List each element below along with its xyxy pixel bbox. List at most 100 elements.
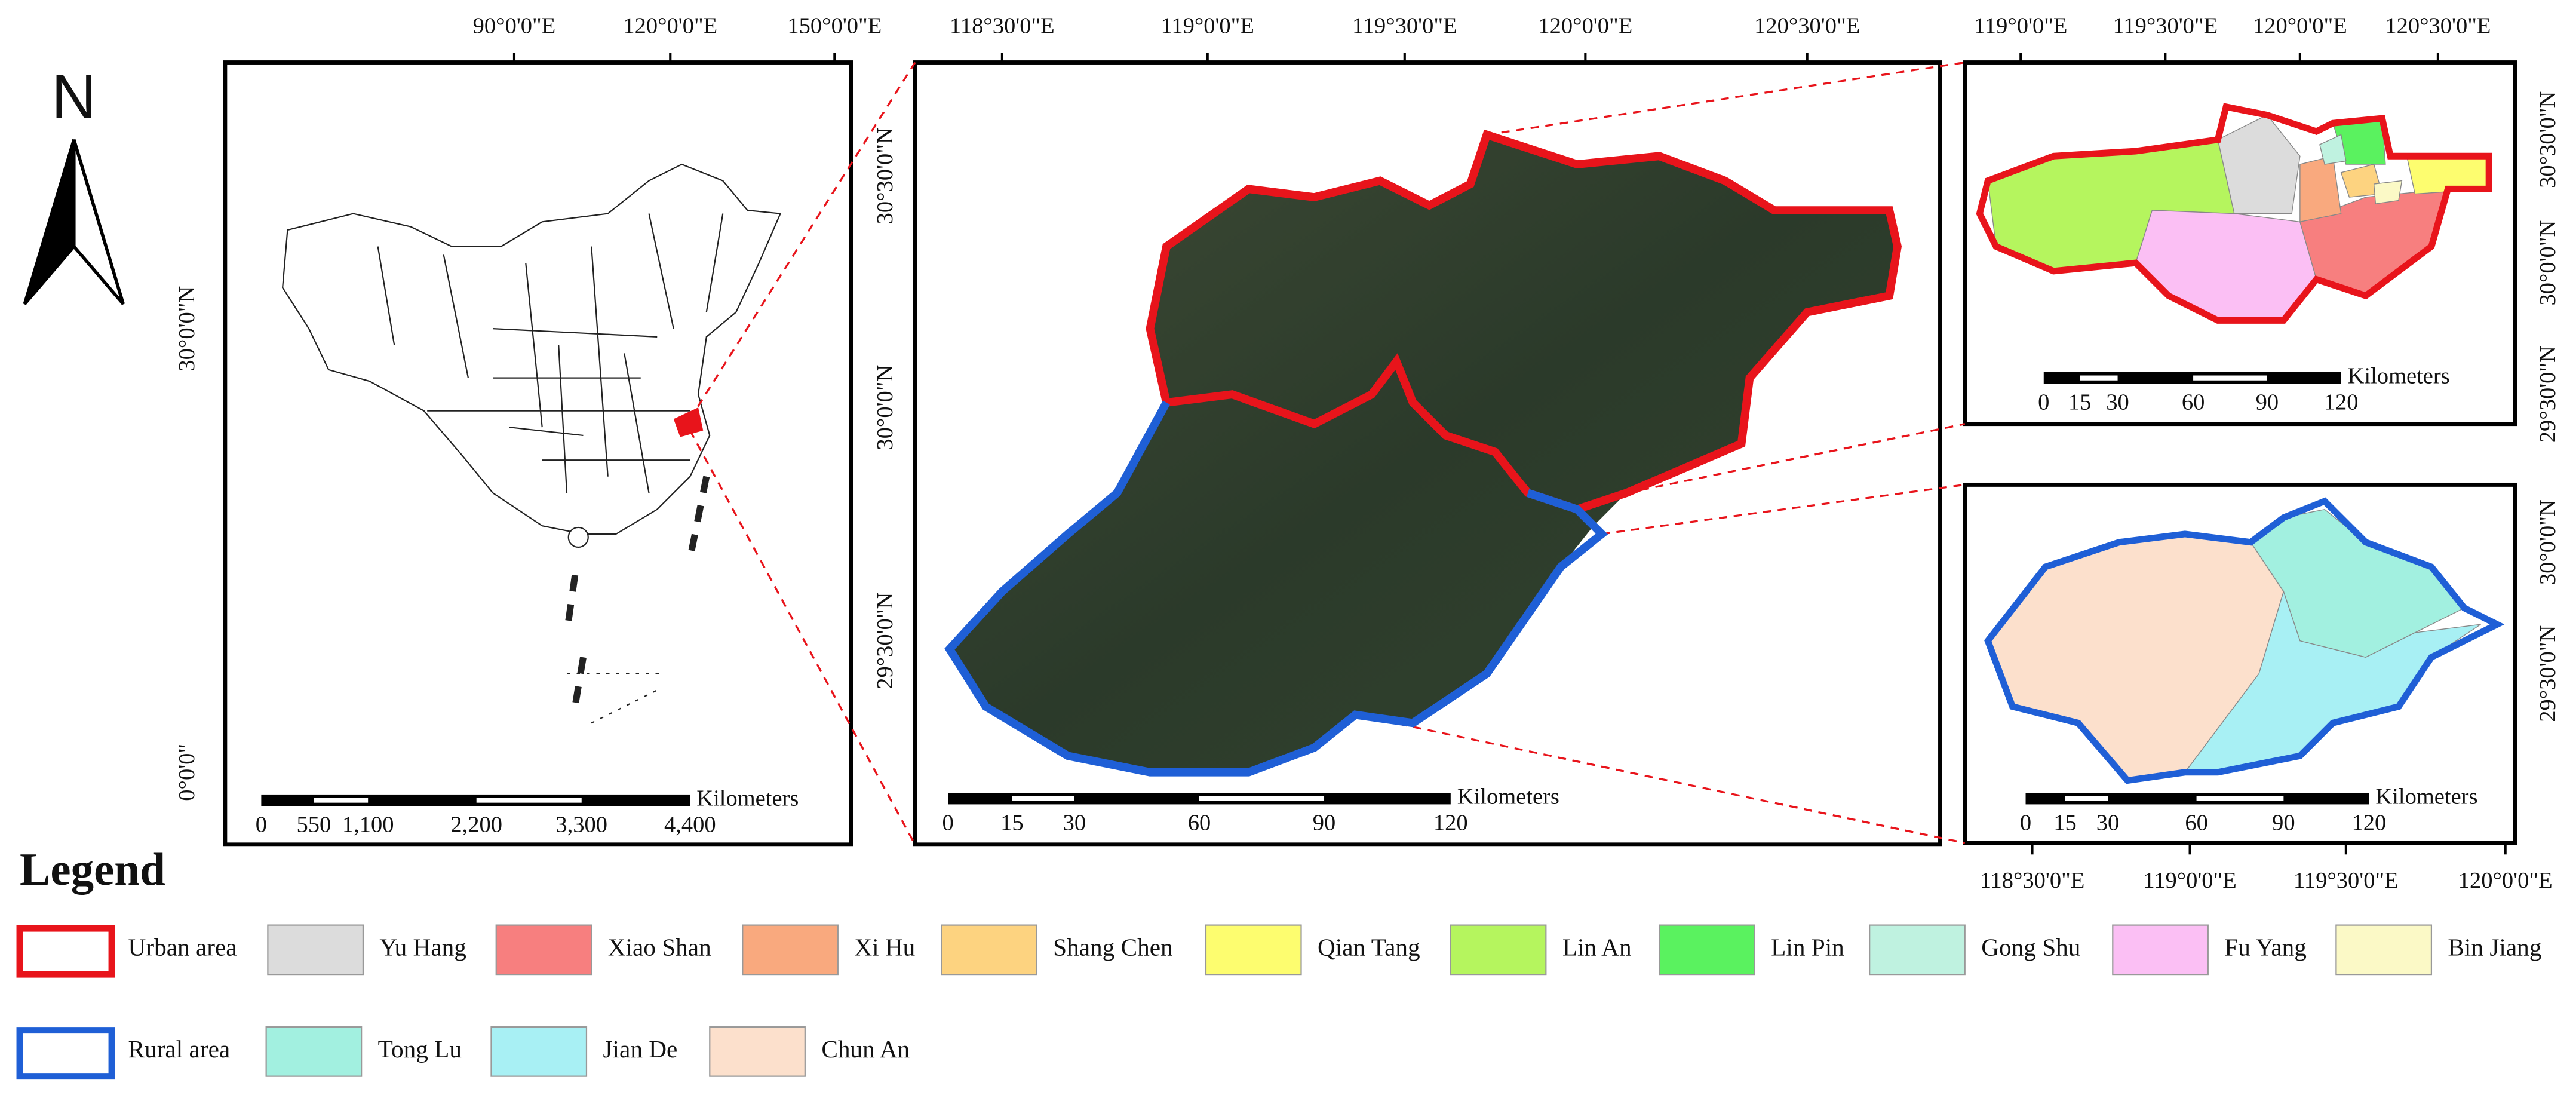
longitude-label: 150°0'0"E [787, 14, 882, 39]
longitude-label: 120°30'0"E [1754, 14, 1860, 39]
legend-swatch [16, 1027, 115, 1080]
longitude-label: 119°0'0"E [1161, 14, 1254, 39]
longitude-label: 119°30'0"E [2113, 14, 2218, 39]
scale-label: 0 [256, 812, 267, 837]
latitude-label: 30°30'0"N [2535, 91, 2560, 188]
study-area [673, 407, 704, 437]
legend-label: Lin An [1562, 933, 1632, 961]
scale-label: 15 [2068, 389, 2092, 415]
longitude-label: 90°0'0"E [473, 14, 556, 39]
legend-label: Shang Chen [1053, 933, 1173, 961]
panel-frame [1963, 482, 2517, 845]
legend-swatch [267, 924, 364, 976]
longitude-label: 119°0'0"E [2143, 868, 2236, 893]
leader-line [1487, 61, 1965, 136]
scale-bar-segment [314, 798, 369, 803]
satellite-image [949, 134, 1898, 772]
longitude-label: 119°0'0"E [1974, 14, 2067, 39]
scale-unit: Kilometers [2348, 363, 2450, 388]
legend-label: Tong Lu [378, 1035, 462, 1063]
scale-label: 0 [2020, 811, 2031, 836]
panel-frame [223, 60, 853, 847]
latitude-label: 29°30'0"N [2535, 346, 2560, 443]
legend-swatch [2112, 924, 2209, 976]
legend-label: Qian Tang [1318, 933, 1420, 961]
legend-label: Yu Hang [379, 933, 466, 961]
longitude-label: 118°30'0"E [950, 14, 1055, 39]
legend-label: Xi Hu [854, 933, 915, 961]
rural-outline [1984, 497, 2505, 784]
legend-swatch [742, 924, 839, 976]
legend-label: Jian De [603, 1035, 677, 1063]
legend-swatch [2335, 924, 2433, 976]
china-map [282, 163, 782, 724]
north-arrow [23, 139, 76, 305]
scale-label: 90 [2272, 811, 2295, 836]
legend-swatch [1205, 924, 1302, 976]
legend-swatch [941, 924, 1037, 976]
legend-swatch [490, 1026, 588, 1077]
latitude-label: 29°30'0"N [2535, 625, 2560, 722]
legend-label: Chun An [821, 1035, 910, 1063]
scale-label: 2,200 [450, 812, 502, 837]
scale-bar-segment [1199, 796, 1325, 801]
scale-label: 4,400 [664, 812, 716, 837]
latitude-label: 30°0'0"N [174, 286, 199, 372]
leader-line [1355, 713, 1966, 844]
scale-label: 0 [942, 811, 954, 836]
legend-label: Gong Shu [1981, 933, 2080, 961]
rural-districts [1987, 508, 2481, 781]
panel-frame [913, 60, 1942, 847]
urban-outline [1976, 103, 2492, 324]
north-label: N [51, 62, 96, 132]
scale-bar-segment [2193, 375, 2267, 381]
legend-title: Legend [20, 844, 165, 895]
scale-bar-segment [2080, 375, 2118, 381]
legend-label: Lin Pin [1771, 933, 1844, 961]
legend-swatch [265, 1026, 363, 1077]
latitude-label: 29°30'0"N [873, 593, 898, 689]
scale-label: 120 [1433, 811, 1468, 836]
longitude-label: 119°30'0"E [1352, 14, 1457, 39]
legend-swatch [495, 924, 592, 976]
scale-bar-segment [476, 798, 582, 803]
scale-bar [2043, 372, 2341, 384]
longitude-label: 120°0'0"E [623, 14, 717, 39]
scale-label: 60 [1188, 811, 1211, 836]
scale-label: 30 [2096, 811, 2120, 836]
scale-bar-segment [2065, 796, 2108, 801]
scale-label: 120 [2352, 811, 2387, 836]
rural-boundary [944, 400, 1608, 777]
legend-label: Fu Yang [2224, 933, 2307, 961]
leader-line [1601, 483, 1965, 535]
urban-districts [1987, 114, 2489, 321]
scale-label: 90 [2256, 389, 2279, 415]
legend-swatch [709, 1026, 806, 1077]
north-arrow [72, 139, 125, 305]
urban-boundary [1146, 129, 1902, 514]
leader-line [1626, 423, 1966, 494]
leader-line [689, 430, 916, 845]
legend-swatch [1659, 924, 1755, 976]
longitude-label: 118°30'0"E [1980, 868, 2085, 893]
legend-label: Rural area [128, 1035, 231, 1063]
scale-bar-segment [2196, 796, 2284, 801]
longitude-label: 119°30'0"E [2293, 868, 2399, 893]
longitude-label: 120°0'0"E [2253, 14, 2347, 39]
legend-label: Bin Jiang [2448, 933, 2541, 961]
scale-label: 90 [1313, 811, 1336, 836]
latitude-label: 30°0'0"N [2535, 499, 2560, 585]
longitude-label: 120°30'0"E [2385, 14, 2491, 39]
scale-bar-segment [1012, 796, 1074, 801]
scale-unit: Kilometers [2375, 784, 2477, 809]
longitude-label: 120°0'0"E [2458, 868, 2553, 893]
scale-label: 30 [2106, 389, 2129, 415]
scale-bar [261, 794, 690, 806]
scale-unit: Kilometers [1457, 784, 1559, 809]
scale-label: 15 [1000, 811, 1024, 836]
legend-label: Xiao Shan [608, 933, 711, 961]
scale-label: 0 [2038, 389, 2049, 415]
scale-label: 120 [2324, 389, 2359, 415]
latitude-label: 30°30'0"N [873, 127, 898, 224]
